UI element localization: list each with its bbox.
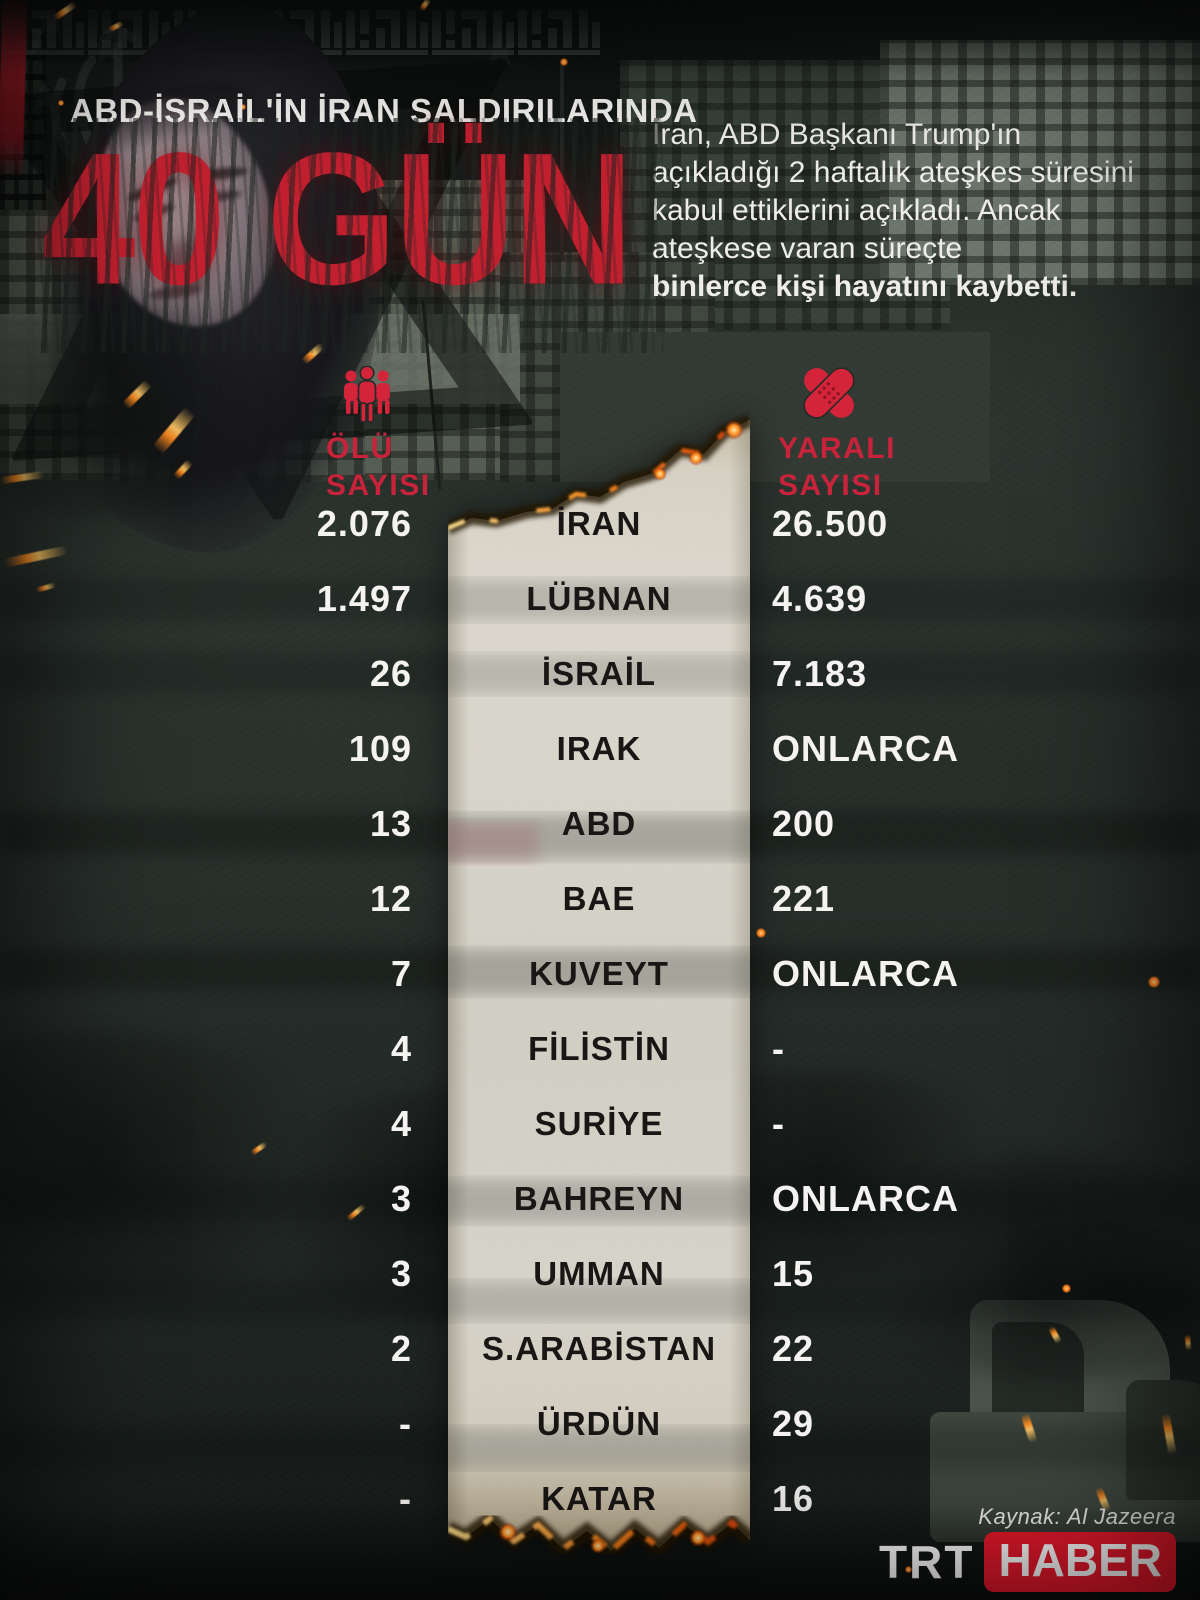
building	[560, 332, 990, 482]
dead-count: 109	[348, 728, 412, 769]
injured-count: ONLARCA	[772, 1178, 959, 1219]
big-title-40-gun: 40 GÜN	[42, 113, 634, 324]
table-row: 109 IRAK ONLARCA	[0, 711, 1200, 786]
smoke	[840, 1150, 1200, 1380]
injured-count: 15	[772, 1253, 815, 1294]
injured-count: 4.639	[772, 578, 868, 619]
injured-count: -	[772, 1103, 785, 1144]
country-name: UMMAN	[533, 1255, 665, 1292]
ember-particle	[560, 58, 568, 66]
injured-count: 7.183	[772, 653, 868, 694]
injured-count: 29	[772, 1403, 815, 1444]
dead-count: 3	[390, 1178, 412, 1219]
dead-count-header: ÖLÜ SAYISI	[326, 432, 431, 502]
dead-count: 1.497	[316, 578, 412, 619]
ember-particle	[1062, 1284, 1071, 1293]
intro-paragraph: İran, ABD Başkanı Trump'ın açıkladığı 2 …	[652, 116, 1157, 306]
country-name: ÜRDÜN	[536, 1405, 662, 1442]
country-name: KUVEYT	[529, 955, 669, 992]
dead-count: 4	[390, 1028, 412, 1069]
table-row: 2.076 İRAN 26.500	[0, 486, 1200, 561]
table-row: 4 FİLİSTİN -	[0, 1011, 1200, 1086]
country-name: S.ARABİSTAN	[481, 1330, 717, 1367]
table-row: 1.497 LÜBNAN 4.639	[0, 561, 1200, 636]
injured-count: 221	[772, 878, 836, 919]
country-name: İSRAİL	[541, 655, 657, 692]
injured-count: 16	[772, 1478, 815, 1519]
table-row: - ÜRDÜN 29	[0, 1386, 1200, 1461]
dead-count: 12	[369, 878, 412, 919]
dead-count: -	[399, 1403, 412, 1444]
ember-particle	[756, 928, 766, 938]
trt-haber-logo: TRT HABER	[879, 1532, 1176, 1592]
injured-count: ONLARCA	[772, 953, 959, 994]
dead-count: -	[399, 1478, 412, 1519]
dead-count: 2	[390, 1328, 412, 1369]
dead-count: 7	[390, 953, 412, 994]
country-name: IRAK	[556, 730, 642, 767]
country-name: BAE	[562, 880, 636, 917]
logo-trt-text: TRT	[879, 1536, 975, 1588]
logo-haber-badge: HABER	[984, 1532, 1176, 1592]
dead-count: 4	[390, 1103, 412, 1144]
ember-particle	[58, 100, 64, 106]
table-row: 12 BAE 221	[0, 861, 1200, 936]
car-hood	[1126, 1380, 1200, 1500]
people-group-icon	[338, 365, 396, 433]
country-name: LÜBNAN	[526, 580, 672, 617]
burnt-paper-strip	[444, 400, 756, 1561]
table-row: 3 UMMAN 15	[0, 1236, 1200, 1311]
white-building	[880, 40, 1200, 285]
injured-count: 22	[772, 1328, 815, 1369]
crossed-bandages-icon	[796, 360, 862, 431]
table-row: 4 SURİYE -	[0, 1086, 1200, 1161]
table-row: - KATAR 16	[0, 1461, 1200, 1536]
injured-count-header: YARALI SAYISI	[778, 432, 896, 502]
country-name: ABD	[561, 805, 637, 842]
dead-count: 2.076	[316, 503, 412, 544]
source-credit: Kaynak: Al Jazeera	[978, 1504, 1176, 1529]
table-row: 13 ABD 200	[0, 786, 1200, 861]
country-name: FİLİSTİN	[528, 1030, 670, 1067]
table-row: 3 BAHREYN ONLARCA	[0, 1161, 1200, 1236]
dead-count: 3	[390, 1253, 412, 1294]
dead-count: 13	[369, 803, 412, 844]
table-row: 2 S.ARABİSTAN 22	[0, 1311, 1200, 1386]
ember-particle	[905, 1566, 912, 1573]
country-name: KATAR	[541, 1480, 657, 1517]
injured-count: ONLARCA	[772, 728, 959, 769]
table-row: 26 İSRAİL 7.183	[0, 636, 1200, 711]
intro-regular: İran, ABD Başkanı Trump'ın açıkladığı 2 …	[652, 118, 1134, 265]
country-name: SURİYE	[534, 1105, 664, 1142]
injured-count: 200	[772, 803, 836, 844]
country-name: BAHREYN	[513, 1180, 685, 1217]
casualty-table: 2.076 İRAN 26.500 1.497 LÜBNAN 4.639 26 İSRAİL 7…	[0, 486, 1200, 1536]
top-shade	[0, 0, 1200, 76]
intro-bold: binlerce kişi hayatını kaybetti.	[652, 270, 1078, 303]
injured-count: -	[772, 1028, 785, 1069]
dead-count: 26	[369, 653, 412, 694]
country-name: İRAN	[556, 505, 642, 542]
injured-count: 26.500	[772, 503, 889, 544]
ember-particle	[240, 104, 246, 110]
ember-particle	[1148, 976, 1160, 988]
table-row: 7 KUVEYT ONLARCA	[0, 936, 1200, 1011]
